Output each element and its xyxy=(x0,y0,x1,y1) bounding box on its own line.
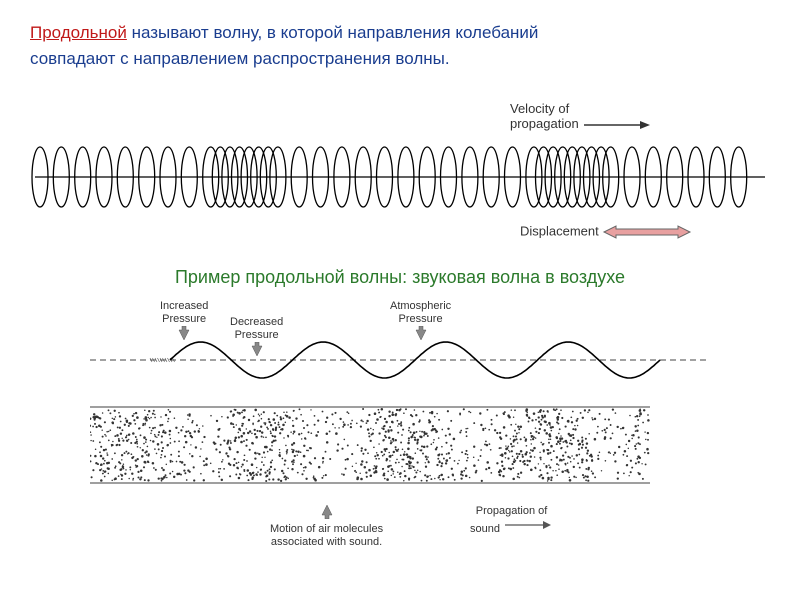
velocity-label-text: Velocity ofpropagation xyxy=(510,101,579,131)
spring-coil-svg xyxy=(30,137,770,217)
displacement-label-text: Displacement xyxy=(520,223,599,238)
sound-diagram-region: IncreasedPressure DecreasedPressure Atmo… xyxy=(30,300,770,540)
pressure-wave-svg xyxy=(90,320,710,390)
velocity-label: Velocity ofpropagation xyxy=(510,101,652,132)
velocity-arrow-icon xyxy=(582,118,652,132)
motion-label: Motion of air moleculesassociated with s… xyxy=(270,505,383,550)
up-arrow-icon xyxy=(320,505,334,519)
definition-rest1: называют волну, в которой направления ко… xyxy=(127,23,539,42)
definition-paragraph: Продольной называют волну, в которой нап… xyxy=(30,20,770,71)
particles-svg xyxy=(90,405,670,495)
propagation-label: Propagation ofsound xyxy=(470,505,553,536)
right-arrow-icon xyxy=(503,518,553,532)
definition-keyword: Продольной xyxy=(30,23,127,42)
motion-label-text: Motion of air moleculesassociated with s… xyxy=(270,523,383,548)
displacement-label: Displacement xyxy=(520,223,692,241)
example-title: Пример продольной волны: звуковая волна … xyxy=(30,267,770,288)
displacement-arrow-icon xyxy=(602,223,692,241)
spring-diagram-region: Velocity ofpropagation Displacement xyxy=(30,101,770,241)
definition-rest2: совпадают с направлением распространения… xyxy=(30,49,450,68)
